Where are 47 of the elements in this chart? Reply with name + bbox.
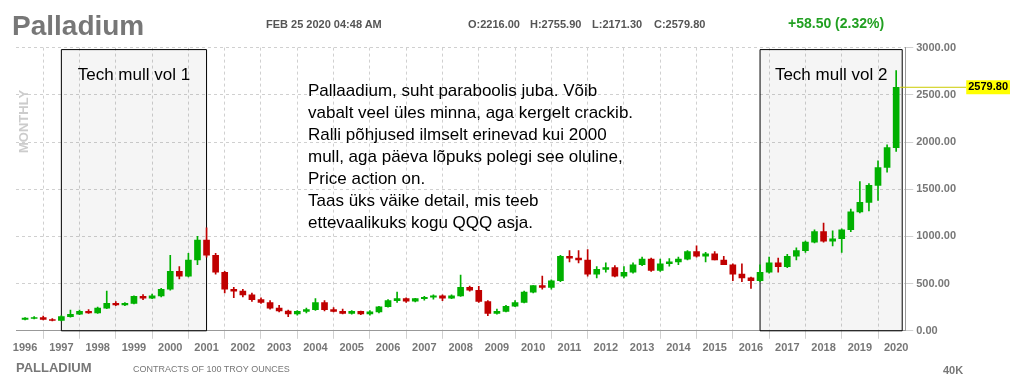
x-tick-label: 2006 bbox=[375, 341, 401, 354]
x-tick-label: 2007 bbox=[412, 341, 437, 354]
x-tick-label: 2000 bbox=[158, 341, 183, 354]
x-tick-label: 2001 bbox=[194, 341, 219, 354]
candlestick bbox=[538, 275, 546, 290]
x-tick-label: 2003 bbox=[266, 341, 292, 354]
text: C:2579.80 bbox=[654, 18, 706, 30]
x-tick-label: 2020 bbox=[883, 341, 909, 354]
text: 40K bbox=[943, 364, 964, 376]
x-tick-label: 1996 bbox=[12, 341, 38, 354]
text: PALLADIUM bbox=[16, 360, 92, 375]
x-tick-label: 2019 bbox=[847, 341, 873, 354]
text: O:2216.00 bbox=[468, 18, 520, 30]
x-tick-label: 1997 bbox=[49, 341, 74, 354]
y-tick-label: 2500.00 bbox=[916, 87, 956, 100]
x-tick-label: 2015 bbox=[702, 341, 727, 354]
x-tick-label: 2012 bbox=[593, 341, 619, 354]
x-tick-label: 2014 bbox=[666, 341, 692, 354]
x-tick-label: 2011 bbox=[557, 341, 582, 354]
annotation: Pallaadium, suht paraboolis juba. Võib vabalt veel üles minna, aga kergelt crackib. Ralli põhjused ilmselt erinevad kui 2000 mull, aga päeva lõpuks polegi see oluline, Price action on. Taas üks väike detail, mis teeb ettevaalikuks kogu QQQ asja. bbox=[308, 80, 634, 234]
x-tick-label: 2017 bbox=[775, 341, 800, 354]
band-label: Tech mull vol 1 bbox=[77, 65, 191, 85]
x-tick-label: 1999 bbox=[121, 341, 147, 354]
x-tick-label: 2005 bbox=[339, 341, 364, 354]
text: L:2171.30 bbox=[592, 18, 643, 30]
x-tick-label: 2016 bbox=[738, 341, 764, 354]
y-tick-label: 0.00 bbox=[916, 323, 938, 336]
x-tick-label: 2018 bbox=[811, 341, 836, 354]
y-tick-label: 1000.00 bbox=[916, 229, 956, 242]
band-label: Tech mull vol 2 bbox=[774, 65, 888, 85]
y-tick-label: 500.00 bbox=[916, 276, 950, 289]
x-tick-label: 2008 bbox=[448, 341, 473, 354]
x-tick-label: 2010 bbox=[520, 341, 546, 354]
text: H:2755.90 bbox=[530, 18, 582, 30]
y-tick-label: 2000.00 bbox=[916, 135, 956, 148]
y-tick-label: 1500.00 bbox=[916, 182, 956, 195]
text: CONTRACTS OF 100 TROY OUNCES bbox=[133, 364, 290, 374]
text: +58.50 (2.32%) bbox=[788, 15, 885, 31]
y-tick-label: 3000.00 bbox=[916, 40, 956, 53]
x-tick-label: 2013 bbox=[629, 341, 655, 354]
text: FEB 25 2020 04:48 AM bbox=[266, 18, 382, 30]
x-tick-label: 2004 bbox=[303, 341, 329, 354]
annotation: 2579.80 bbox=[968, 80, 1008, 93]
x-tick-label: 2002 bbox=[230, 341, 256, 354]
chart-title: Palladium bbox=[12, 10, 145, 42]
x-tick-label: 1998 bbox=[85, 341, 110, 354]
x-tick-label: 2009 bbox=[484, 341, 510, 354]
